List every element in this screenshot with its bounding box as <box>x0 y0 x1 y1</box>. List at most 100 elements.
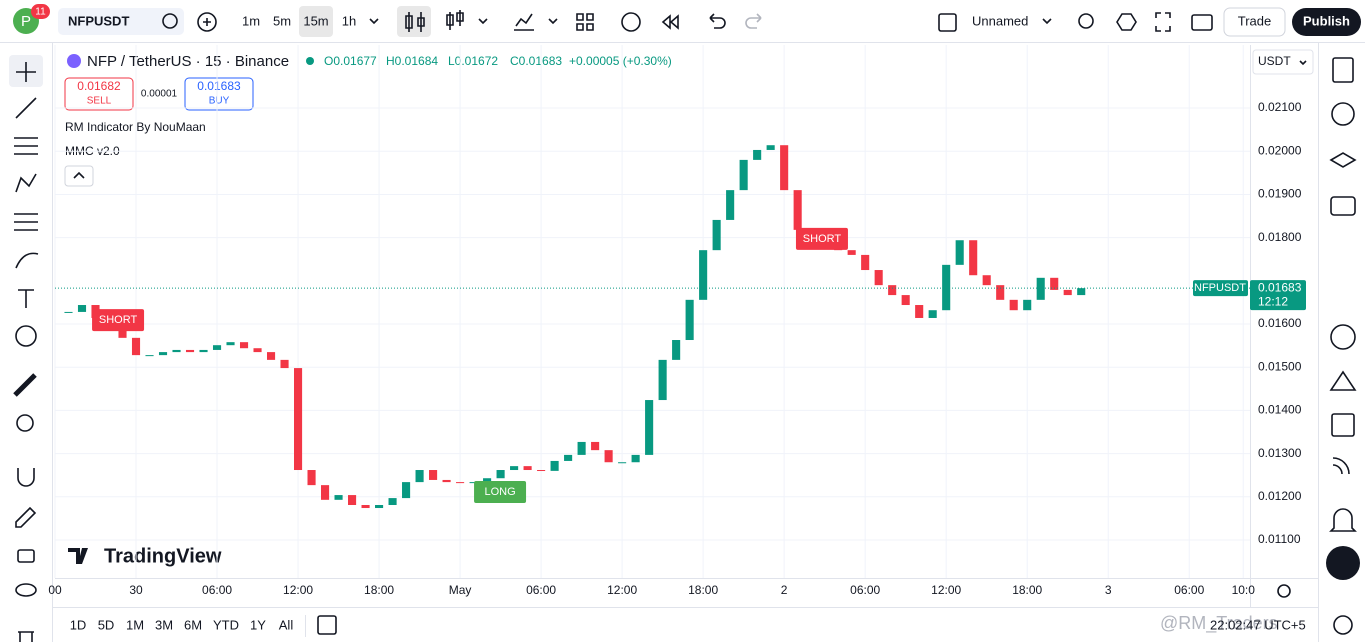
notifications-icon[interactable] <box>1329 508 1357 532</box>
candle <box>577 441 586 455</box>
candle <box>550 460 559 471</box>
chevron[interactable] <box>369 18 379 25</box>
currency-select[interactable] <box>1252 49 1314 75</box>
ideas-icon[interactable] <box>1329 370 1357 391</box>
range[interactable]: 5D <box>98 617 115 632</box>
range[interactable]: YTD <box>213 617 239 632</box>
buy-button[interactable] <box>184 77 254 111</box>
range[interactable]: 3M <box>155 617 173 632</box>
trade-button[interactable] <box>1223 7 1286 37</box>
candle <box>942 264 951 311</box>
trade-label: Trade <box>1238 13 1271 28</box>
stream-icon[interactable] <box>1332 457 1350 475</box>
templates-icon[interactable] <box>576 13 594 31</box>
target-icon[interactable] <box>1330 324 1356 350</box>
add-icon[interactable] <box>197 12 217 32</box>
candle <box>685 299 694 341</box>
badge-count: 11 <box>35 7 46 18</box>
range[interactable]: 1M <box>126 617 144 632</box>
range[interactable]: 1D <box>70 617 87 632</box>
alert-icon[interactable] <box>621 12 641 32</box>
apps-button[interactable] <box>1326 546 1360 580</box>
signal-label: SHORT <box>99 314 138 326</box>
candle <box>280 359 289 369</box>
range[interactable]: 6M <box>184 617 202 632</box>
trash-tool[interactable] <box>18 631 34 642</box>
axis-settings[interactable] <box>1277 584 1291 598</box>
y-tick-label: 0.02000 <box>1258 143 1302 157</box>
x-tick-label: 18:00 <box>688 583 718 597</box>
visibility-tool[interactable] <box>15 583 37 597</box>
sell-button[interactable] <box>64 77 134 111</box>
help-icon[interactable] <box>1333 615 1353 635</box>
brush-tool[interactable] <box>15 252 39 269</box>
candle <box>64 311 73 313</box>
candles-icon[interactable] <box>405 12 425 32</box>
symbol-search[interactable] <box>58 8 184 35</box>
x-tick-label: 06:00 <box>526 583 556 597</box>
candle <box>456 482 465 484</box>
icon <box>203 18 211 26</box>
range[interactable]: All <box>279 617 294 632</box>
collapse-button[interactable] <box>64 165 94 187</box>
legend-close: C0.01683 <box>510 54 562 68</box>
goto-date[interactable] <box>317 615 337 635</box>
chevron[interactable] <box>548 18 558 25</box>
indicators-icon[interactable] <box>514 13 534 31</box>
bars-icon[interactable] <box>446 10 464 30</box>
lock-tool[interactable] <box>17 549 35 563</box>
y-tick-label: 0.01600 <box>1258 316 1302 330</box>
y-tick-label: 0.01900 <box>1258 187 1302 201</box>
sell-label: SELL <box>87 96 112 107</box>
settings-icon[interactable] <box>1116 13 1137 31</box>
measure-tool[interactable] <box>13 373 37 397</box>
layout-icon[interactable] <box>938 13 957 32</box>
interval[interactable]: 5m <box>273 13 291 28</box>
layers-icon[interactable] <box>1329 152 1357 168</box>
chart-type-bg <box>397 6 431 37</box>
chevron[interactable] <box>1042 18 1052 25</box>
projection-tool[interactable] <box>14 213 38 231</box>
candle <box>388 498 397 506</box>
candle <box>496 470 505 479</box>
candle <box>199 349 208 353</box>
chevron[interactable] <box>478 18 488 25</box>
icon-tool[interactable] <box>15 325 37 347</box>
drawing-mode-tool[interactable] <box>15 506 37 528</box>
interval[interactable]: 1h <box>342 13 356 28</box>
search-icon[interactable] <box>1078 13 1094 29</box>
signal-box <box>474 481 527 504</box>
replay-icon[interactable] <box>661 14 679 30</box>
candle <box>645 400 654 455</box>
candle <box>158 352 168 356</box>
candle <box>766 145 775 150</box>
chat-icon[interactable] <box>1330 196 1356 216</box>
alerts-icon[interactable] <box>1331 102 1355 126</box>
candle <box>429 470 438 480</box>
candle <box>185 349 195 353</box>
undo-icon[interactable] <box>709 13 726 29</box>
crosshair-tool[interactable] <box>16 62 36 82</box>
candle <box>888 285 897 296</box>
pattern-tool[interactable] <box>15 173 37 193</box>
candle <box>307 470 316 486</box>
interval[interactable]: 15m <box>303 13 328 28</box>
layout-name[interactable]: Unnamed <box>972 13 1028 28</box>
magnet-tool[interactable] <box>17 468 35 487</box>
candle <box>699 250 708 300</box>
trendline-tool[interactable] <box>15 97 37 119</box>
zoom-tool[interactable] <box>16 414 34 432</box>
fullscreen-icon[interactable] <box>1155 12 1171 32</box>
fib-tool[interactable] <box>14 137 38 155</box>
range[interactable]: 1Y <box>250 617 266 632</box>
calendar-icon[interactable] <box>1331 413 1355 437</box>
candle <box>361 505 370 509</box>
text-tool[interactable] <box>18 289 34 308</box>
publish-button[interactable] <box>1292 8 1361 36</box>
watchlist-icon[interactable] <box>1332 57 1354 83</box>
screenshot-icon[interactable] <box>1191 14 1213 31</box>
logo-text: TradingView <box>104 545 222 567</box>
interval[interactable]: 1m <box>242 13 260 28</box>
